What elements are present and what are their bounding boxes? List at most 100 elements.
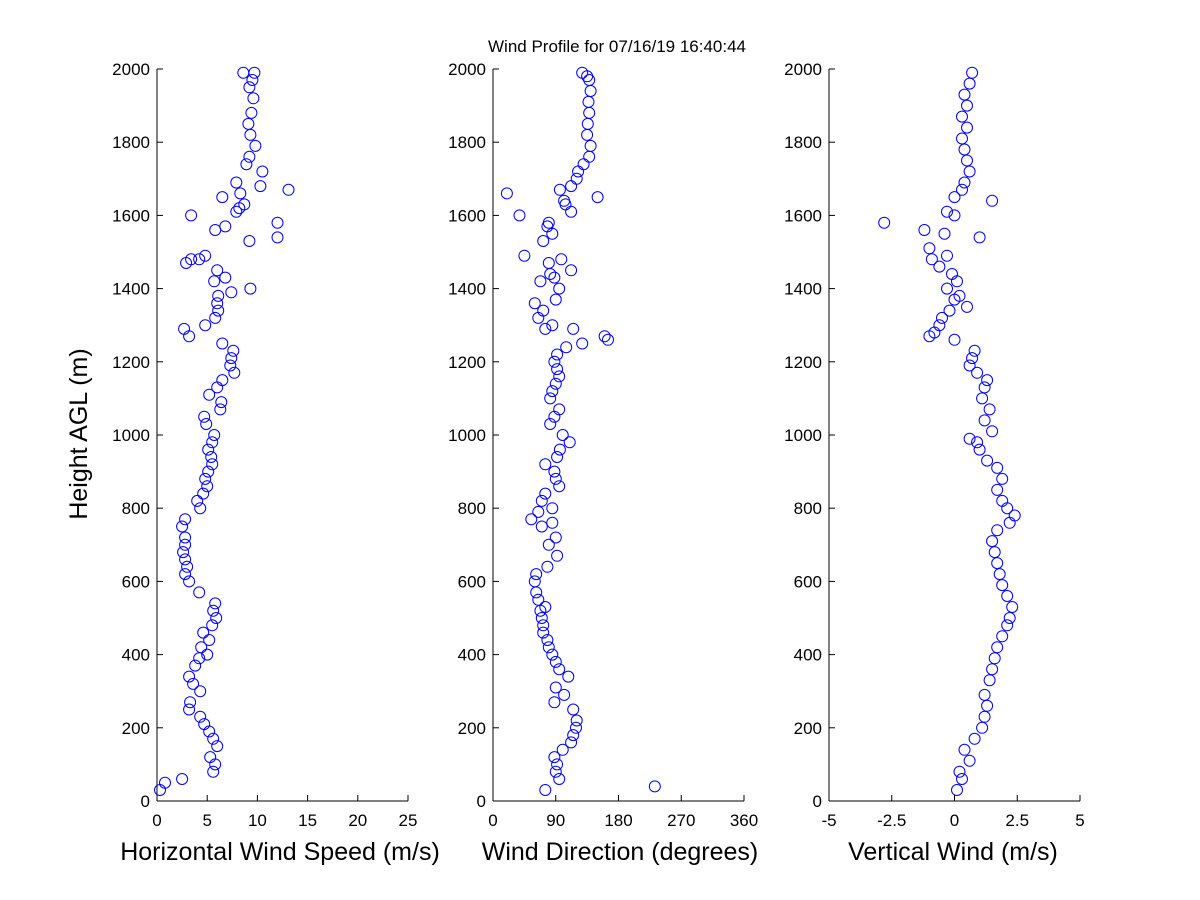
data-point (179, 531, 192, 544)
data-point (968, 344, 981, 357)
data-point (938, 227, 951, 240)
y-tick-label: 400 (122, 646, 150, 665)
y-tick-label: 1400 (112, 280, 150, 299)
data-point (537, 235, 550, 247)
y-tick-label: 800 (794, 499, 822, 518)
y-tick-label: 800 (122, 499, 150, 518)
data-point (556, 429, 569, 441)
data-point (996, 472, 1009, 485)
data-point (548, 696, 561, 709)
data-point (176, 773, 189, 785)
data-point (243, 150, 256, 163)
y-tick-label: 400 (458, 646, 486, 665)
data-point (565, 180, 578, 193)
y-tick-label: 1000 (784, 426, 822, 445)
data-point (194, 710, 207, 723)
data-point (553, 480, 566, 493)
y-tick-label: 1200 (784, 353, 822, 372)
data-point (976, 721, 989, 734)
data-point (993, 568, 1006, 581)
data-point (981, 374, 994, 387)
data-point (179, 568, 192, 581)
data-point (197, 626, 210, 639)
data-point (179, 513, 192, 526)
data-point (1008, 509, 1021, 522)
data-point (553, 773, 566, 785)
x-tick-label: 5 (202, 811, 211, 830)
data-point (1001, 590, 1014, 602)
data-point (181, 560, 194, 573)
data-point (208, 275, 221, 288)
data-point (576, 337, 589, 350)
data-point (956, 110, 968, 123)
data-point (193, 586, 206, 599)
data-point (991, 641, 1004, 654)
data-point (212, 304, 225, 317)
y-tick-label: 2000 (448, 60, 486, 79)
data-point (542, 641, 555, 654)
data-point (243, 235, 256, 247)
data-point (556, 743, 569, 756)
data-point (544, 392, 557, 405)
data-point (532, 505, 545, 518)
panel-3: 0 200 400 600 800 1000 1200 1400 1600 1800 2000 -5 -… (784, 60, 1085, 866)
data-point (228, 366, 241, 379)
data-point (237, 66, 250, 79)
data-point (225, 352, 238, 365)
y-tick-label: 1800 (784, 133, 822, 152)
y-tick-label: 800 (458, 499, 486, 518)
data-point (528, 297, 541, 310)
data-point (246, 74, 259, 86)
data-point (189, 659, 202, 672)
data-point (555, 253, 568, 266)
data-point (203, 634, 216, 646)
data-point (197, 487, 210, 500)
data-point (988, 546, 1001, 559)
data-point (933, 260, 946, 273)
data-point (958, 143, 971, 156)
data-point (581, 128, 594, 141)
y-tick-label: 0 (141, 792, 150, 811)
data-point (551, 348, 564, 361)
data-point (966, 66, 979, 79)
data-point (953, 765, 966, 778)
data-point (206, 436, 219, 449)
data-point (1003, 612, 1016, 624)
data-point (991, 557, 1004, 570)
data-point (1006, 601, 1019, 613)
data-point (553, 282, 566, 295)
x-tick-label: 2.5 (1005, 811, 1029, 830)
data-point (551, 363, 564, 376)
data-point (179, 553, 192, 566)
data-point (227, 344, 240, 357)
x-tick-label: 20 (348, 811, 367, 830)
data-point (565, 736, 578, 749)
x-tick-label: -5 (821, 811, 836, 830)
data-point (583, 150, 596, 163)
data-point (958, 743, 971, 756)
data-point (210, 612, 223, 624)
data-point (234, 187, 247, 200)
data-point (219, 271, 232, 284)
x-tick-label: 270 (667, 811, 695, 830)
data-point (602, 333, 614, 346)
data-point (956, 132, 968, 145)
data-point (230, 176, 243, 189)
data-point (598, 330, 611, 343)
data-point (244, 128, 257, 141)
data-point (537, 304, 550, 317)
data-point (948, 209, 961, 222)
data-point (956, 183, 968, 196)
data-point (534, 604, 547, 617)
data-point (194, 502, 207, 515)
y-tick-label: 200 (794, 719, 822, 738)
y-tick-label: 600 (122, 572, 150, 591)
data-point (567, 322, 580, 335)
data-point (542, 538, 555, 551)
data-point (245, 106, 258, 119)
panel-1: 0 200 400 600 800 1000 1200 1400 1600 1800 2000 0 5 1… (112, 60, 440, 866)
data-point (553, 370, 566, 383)
y-tick-label: 1800 (448, 133, 486, 152)
data-point (198, 410, 211, 423)
